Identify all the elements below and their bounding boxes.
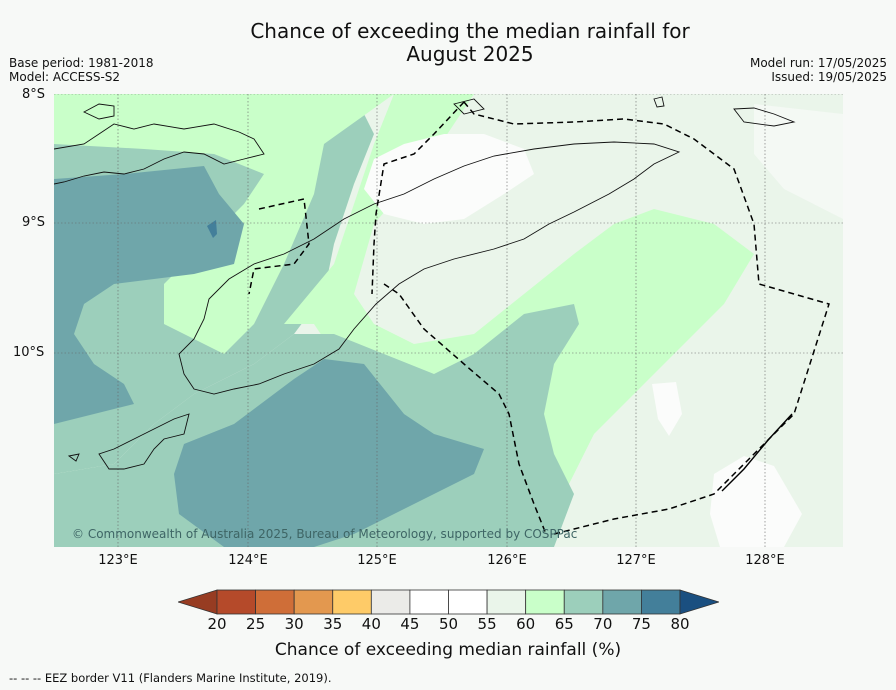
colorbar-segment [332, 589, 372, 615]
colorbar-low-extend [178, 589, 218, 615]
region-70-75-west [54, 166, 244, 424]
title-line-1: Chance of exceeding the median rainfall … [250, 19, 690, 43]
colorbar-tick-label: 80 [670, 615, 690, 633]
lat-label-8s: 8°S [22, 87, 46, 102]
colorbar-high-extend [679, 589, 719, 615]
eez-solid-segment [721, 413, 793, 492]
region-45-55-southeast [710, 456, 802, 547]
colorbar-tick-label: 50 [438, 615, 459, 633]
colorbar-segment [448, 589, 488, 615]
colorbar-tick-label: 65 [554, 615, 574, 633]
north-islands-1 [453, 98, 485, 115]
lat-label-10s: 10°S [13, 345, 45, 360]
colorbar-tick-label: 30 [284, 615, 304, 633]
colorbar-tick-label: 75 [631, 615, 651, 633]
colorbar-segment [602, 589, 642, 615]
region-55-60-east [754, 104, 843, 219]
timor-island-coast [178, 141, 681, 395]
colorbar-tick-label: 45 [400, 615, 420, 633]
colorbar-segment [370, 589, 411, 615]
lon-label-126: 126°E [487, 553, 527, 568]
colorbar-segment [409, 589, 449, 615]
flores-coast [54, 123, 265, 185]
model-info: Base period: 1981-2018 Model: ACCESS-S2 [9, 56, 154, 84]
colorbar-segment [486, 589, 527, 615]
savu-coast [67, 453, 80, 462]
rainfall-map [54, 94, 843, 547]
colorbar-segment [216, 589, 256, 615]
north-islands-2 [653, 96, 665, 108]
copyright-text: © Commonwealth of Australia 2025, Bureau… [72, 527, 578, 541]
model-run: Model run: 17/05/2025 [749, 56, 887, 70]
alor-coast [82, 103, 115, 120]
colorbar-segments [216, 589, 681, 615]
colorbar-tick-label: 25 [246, 615, 266, 633]
colorbar-segment [563, 589, 604, 615]
eez-footnote: -- -- -- EEZ border V11 (Flanders Marine… [9, 671, 332, 685]
colorbar-tick-label: 40 [361, 615, 381, 633]
colorbar-tick-label: 60 [516, 615, 536, 633]
colorbar-segment [525, 589, 565, 615]
colorbar-title: Chance of exceeding median rainfall (%) [274, 640, 622, 660]
region-70-75-south [174, 359, 484, 547]
lon-label-125: 125°E [357, 553, 397, 568]
eez-border [248, 101, 830, 535]
lon-label-123: 123°E [98, 553, 138, 568]
issued-date: Issued: 19/05/2025 [771, 70, 887, 84]
colorbar-tick-label: 70 [593, 615, 613, 633]
coastlines [54, 96, 796, 470]
region-75-80-patch [207, 220, 217, 238]
lon-label-127: 127°E [616, 553, 656, 568]
colorbar-segment [255, 589, 295, 615]
colorbar [178, 589, 719, 615]
rote-coast [98, 413, 190, 470]
region-45-55-small [652, 382, 682, 436]
colorbar-tick-label: 35 [323, 615, 343, 633]
model-name: Model: ACCESS-S2 [9, 70, 121, 84]
lon-label-124: 124°E [228, 553, 268, 568]
colorbar-tick-label: 55 [477, 615, 497, 633]
map-title: Chance of exceeding the median rainfall … [0, 20, 896, 66]
lon-label-128: 128°E [745, 553, 785, 568]
colorbar-segment [293, 589, 334, 615]
colorbar-tick-label: 20 [207, 615, 227, 633]
wetar-coast [733, 107, 796, 127]
lat-label-9s: 9°S [22, 215, 46, 230]
colorbar-segment [641, 589, 681, 615]
title-line-2: August 2025 [406, 42, 534, 66]
run-info: Model run: 17/05/2025 Issued: 19/05/2025 [750, 56, 887, 84]
region-60-65-nw [54, 94, 144, 139]
base-period: Base period: 1981-2018 [9, 56, 154, 70]
